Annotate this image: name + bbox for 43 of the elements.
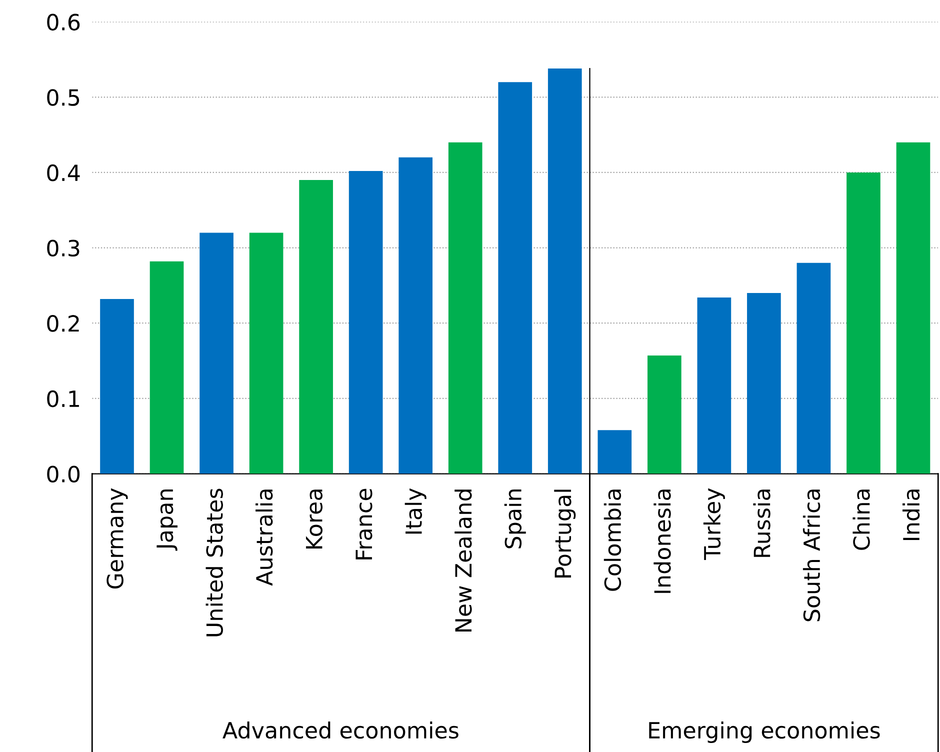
bar	[200, 232, 234, 474]
bar	[150, 261, 184, 474]
x-tick-label: France	[356, 488, 372, 560]
x-tick-label: Russia	[753, 490, 770, 557]
x-tick-label: Germany	[106, 488, 128, 589]
x-tick-label: Italy	[404, 488, 426, 534]
x-tick-label: Spain	[504, 490, 526, 548]
bar	[348, 170, 383, 474]
bar	[100, 299, 134, 474]
y-tick-label: 0.5	[47, 89, 80, 106]
bar	[796, 262, 831, 474]
x-axis-title: Emerging economies	[649, 721, 880, 743]
bar	[647, 356, 682, 474]
x-tick-label: United States	[206, 488, 223, 636]
x-tick-label: Colombia	[604, 490, 622, 591]
bar	[598, 430, 632, 474]
y-tick-label: 0.0	[47, 466, 80, 483]
x-tick-label: Australia	[256, 490, 273, 586]
x-tick-label: South Africa	[802, 490, 820, 622]
bar	[896, 142, 930, 474]
bar	[448, 142, 482, 474]
x-tick-label: Portugal	[554, 490, 576, 578]
x-tick-label: India	[902, 490, 920, 540]
bar	[747, 292, 781, 474]
bar	[697, 298, 732, 474]
x-tick-label: Turkey	[703, 488, 725, 560]
bar	[846, 172, 880, 474]
y-tick-label: 0.2	[47, 315, 79, 332]
y-tick-label: 0.3	[47, 240, 80, 257]
y-tick-label: 0.4	[47, 164, 80, 182]
bar	[249, 232, 284, 474]
bar	[548, 68, 582, 474]
y-tick-label: 0.6	[47, 14, 80, 31]
x-tick-label: Indonesia	[654, 490, 671, 593]
x-tick-label: China	[852, 490, 870, 550]
x-tick-label: New Zealand	[454, 490, 472, 632]
x-tick-label: Korea	[306, 490, 323, 548]
x-tick-label: Japan	[156, 490, 178, 551]
x-axis-title: Advanced economies	[222, 721, 458, 739]
bar	[498, 82, 532, 474]
bar	[299, 180, 333, 474]
bar	[398, 157, 433, 474]
y-tick-label: 0.1	[47, 390, 79, 408]
